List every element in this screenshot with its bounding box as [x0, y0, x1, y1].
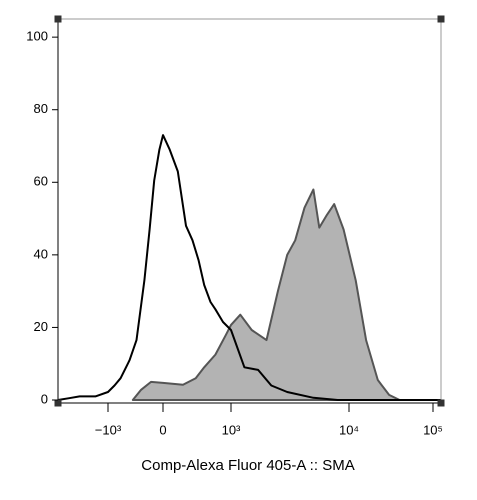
- y-tick-label: 20: [34, 319, 48, 334]
- histogram-area: [131, 188, 401, 401]
- x-tick-label: 10⁴: [339, 422, 359, 437]
- y-tick-label: 0: [41, 391, 48, 406]
- x-tick-label: 10⁵: [423, 422, 443, 437]
- x-axis-label: Comp-Alexa Fluor 405-A :: SMA: [141, 457, 354, 474]
- x-tick-label: 0: [159, 422, 166, 437]
- y-tick-label: 40: [34, 246, 48, 261]
- y-tick-label: 80: [34, 101, 48, 116]
- x-tick-label: 10³: [222, 422, 241, 437]
- corner-marker: [437, 399, 445, 407]
- y-tick-label: 60: [34, 174, 48, 189]
- corner-marker: [54, 15, 62, 23]
- x-tick-label: −10³: [95, 422, 122, 437]
- y-tick-label: 100: [26, 29, 48, 44]
- corner-marker: [437, 15, 445, 23]
- corner-marker: [54, 399, 62, 407]
- histogram-line: [57, 134, 441, 401]
